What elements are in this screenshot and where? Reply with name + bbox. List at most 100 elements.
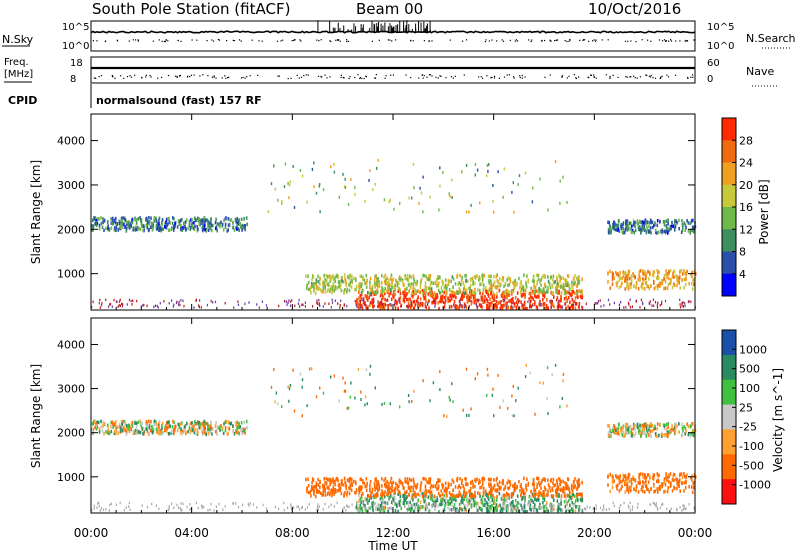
echo-cell <box>465 481 467 486</box>
nave-dot <box>575 77 577 79</box>
echo-cell <box>347 478 350 482</box>
echo-cell <box>534 285 536 289</box>
echo-cell <box>437 281 440 285</box>
echo-cell <box>461 293 463 297</box>
echo-cell <box>463 302 466 306</box>
upper-echo-cell <box>562 175 564 179</box>
echo-cell <box>397 509 399 514</box>
echo-cell <box>519 285 521 290</box>
echo-cell <box>637 287 640 291</box>
nave-label: Nave <box>746 65 774 78</box>
nave-dot <box>463 74 465 76</box>
echo-cell <box>421 494 424 499</box>
echo-cell <box>429 494 431 498</box>
echo-cell <box>576 487 578 492</box>
echo-cell <box>132 431 134 436</box>
echo-cell <box>689 221 692 226</box>
echo-cell <box>646 227 649 231</box>
echo-cell <box>158 425 160 429</box>
echo-cell <box>351 274 353 279</box>
echo-cell <box>412 492 414 497</box>
nsearch-dot <box>650 40 652 42</box>
nave-dot <box>513 77 515 79</box>
echo-cell <box>422 273 424 278</box>
echo-cell <box>390 297 393 301</box>
nave-dot <box>246 76 248 78</box>
echo-cell <box>318 489 321 494</box>
echo-cell <box>404 274 407 278</box>
echo-cell <box>181 429 184 434</box>
nsearch-dot <box>647 39 649 41</box>
scatter-cell <box>351 503 353 506</box>
echo-cell <box>219 425 221 429</box>
echo-cell <box>572 484 575 489</box>
echo-cell <box>165 429 168 433</box>
echo-cell <box>634 224 636 229</box>
echo-cell <box>607 220 609 225</box>
echo-cell <box>391 489 393 493</box>
echo-cell <box>622 478 624 482</box>
scatter-cell <box>346 505 349 508</box>
echo-cell <box>581 289 583 293</box>
echo-cell <box>556 478 558 483</box>
echo-cell <box>648 433 650 437</box>
echo-cell <box>607 280 609 284</box>
echo-cell <box>125 430 128 434</box>
echo-cell <box>564 291 566 296</box>
echo-cell <box>434 498 437 502</box>
echo-cell <box>389 288 392 292</box>
echo-cell <box>647 487 649 492</box>
echo-cell <box>473 494 476 498</box>
nave-dot <box>361 77 363 79</box>
echo-cell <box>407 500 410 505</box>
echo-cell <box>378 487 381 491</box>
scatter-cell <box>111 305 113 308</box>
echo-cell <box>428 481 430 485</box>
echo-cell <box>487 492 490 497</box>
echo-cell <box>509 279 512 284</box>
nave-dot <box>636 77 638 79</box>
nave-dot <box>187 75 189 77</box>
echo-cell <box>310 291 312 295</box>
nave-dot <box>324 74 326 76</box>
echo-cell <box>529 295 532 299</box>
echo-cell <box>485 500 488 505</box>
echo-cell <box>128 429 131 434</box>
nave-dot <box>650 74 652 77</box>
echo-cell <box>481 305 483 309</box>
scatter-cell <box>99 298 101 302</box>
echo-cell <box>616 427 618 432</box>
echo-cell <box>404 491 406 495</box>
echo-cell <box>168 420 170 424</box>
echo-cell <box>652 473 655 477</box>
echo-cell <box>460 296 462 301</box>
echo-cell <box>557 291 559 295</box>
echo-cell <box>188 425 191 430</box>
echo-cell <box>511 509 514 514</box>
echo-cell <box>346 290 348 294</box>
echo-cell <box>486 303 488 308</box>
echo-cell <box>329 490 332 495</box>
echo-cell <box>463 291 466 296</box>
echo-cell <box>656 223 659 228</box>
echo-cell <box>621 229 623 234</box>
echo-cell <box>383 509 385 514</box>
nsearch-dot <box>233 40 236 42</box>
echo-cell <box>363 481 366 486</box>
echo-cell <box>625 274 628 278</box>
echo-cell <box>613 423 615 428</box>
echo-cell <box>654 433 657 438</box>
echo-cell <box>475 298 477 303</box>
echo-cell <box>150 216 152 220</box>
echo-cell <box>161 424 163 428</box>
echo-cell <box>687 229 690 233</box>
echo-cell <box>155 219 158 223</box>
echo-cell <box>656 490 659 494</box>
echo-cell <box>530 305 532 309</box>
nave-dot <box>303 75 305 77</box>
echo-cell <box>383 492 385 497</box>
echo-cell <box>441 289 444 294</box>
echo-cell <box>367 501 369 505</box>
echo-cell <box>638 481 641 486</box>
echo-cell <box>666 231 669 235</box>
